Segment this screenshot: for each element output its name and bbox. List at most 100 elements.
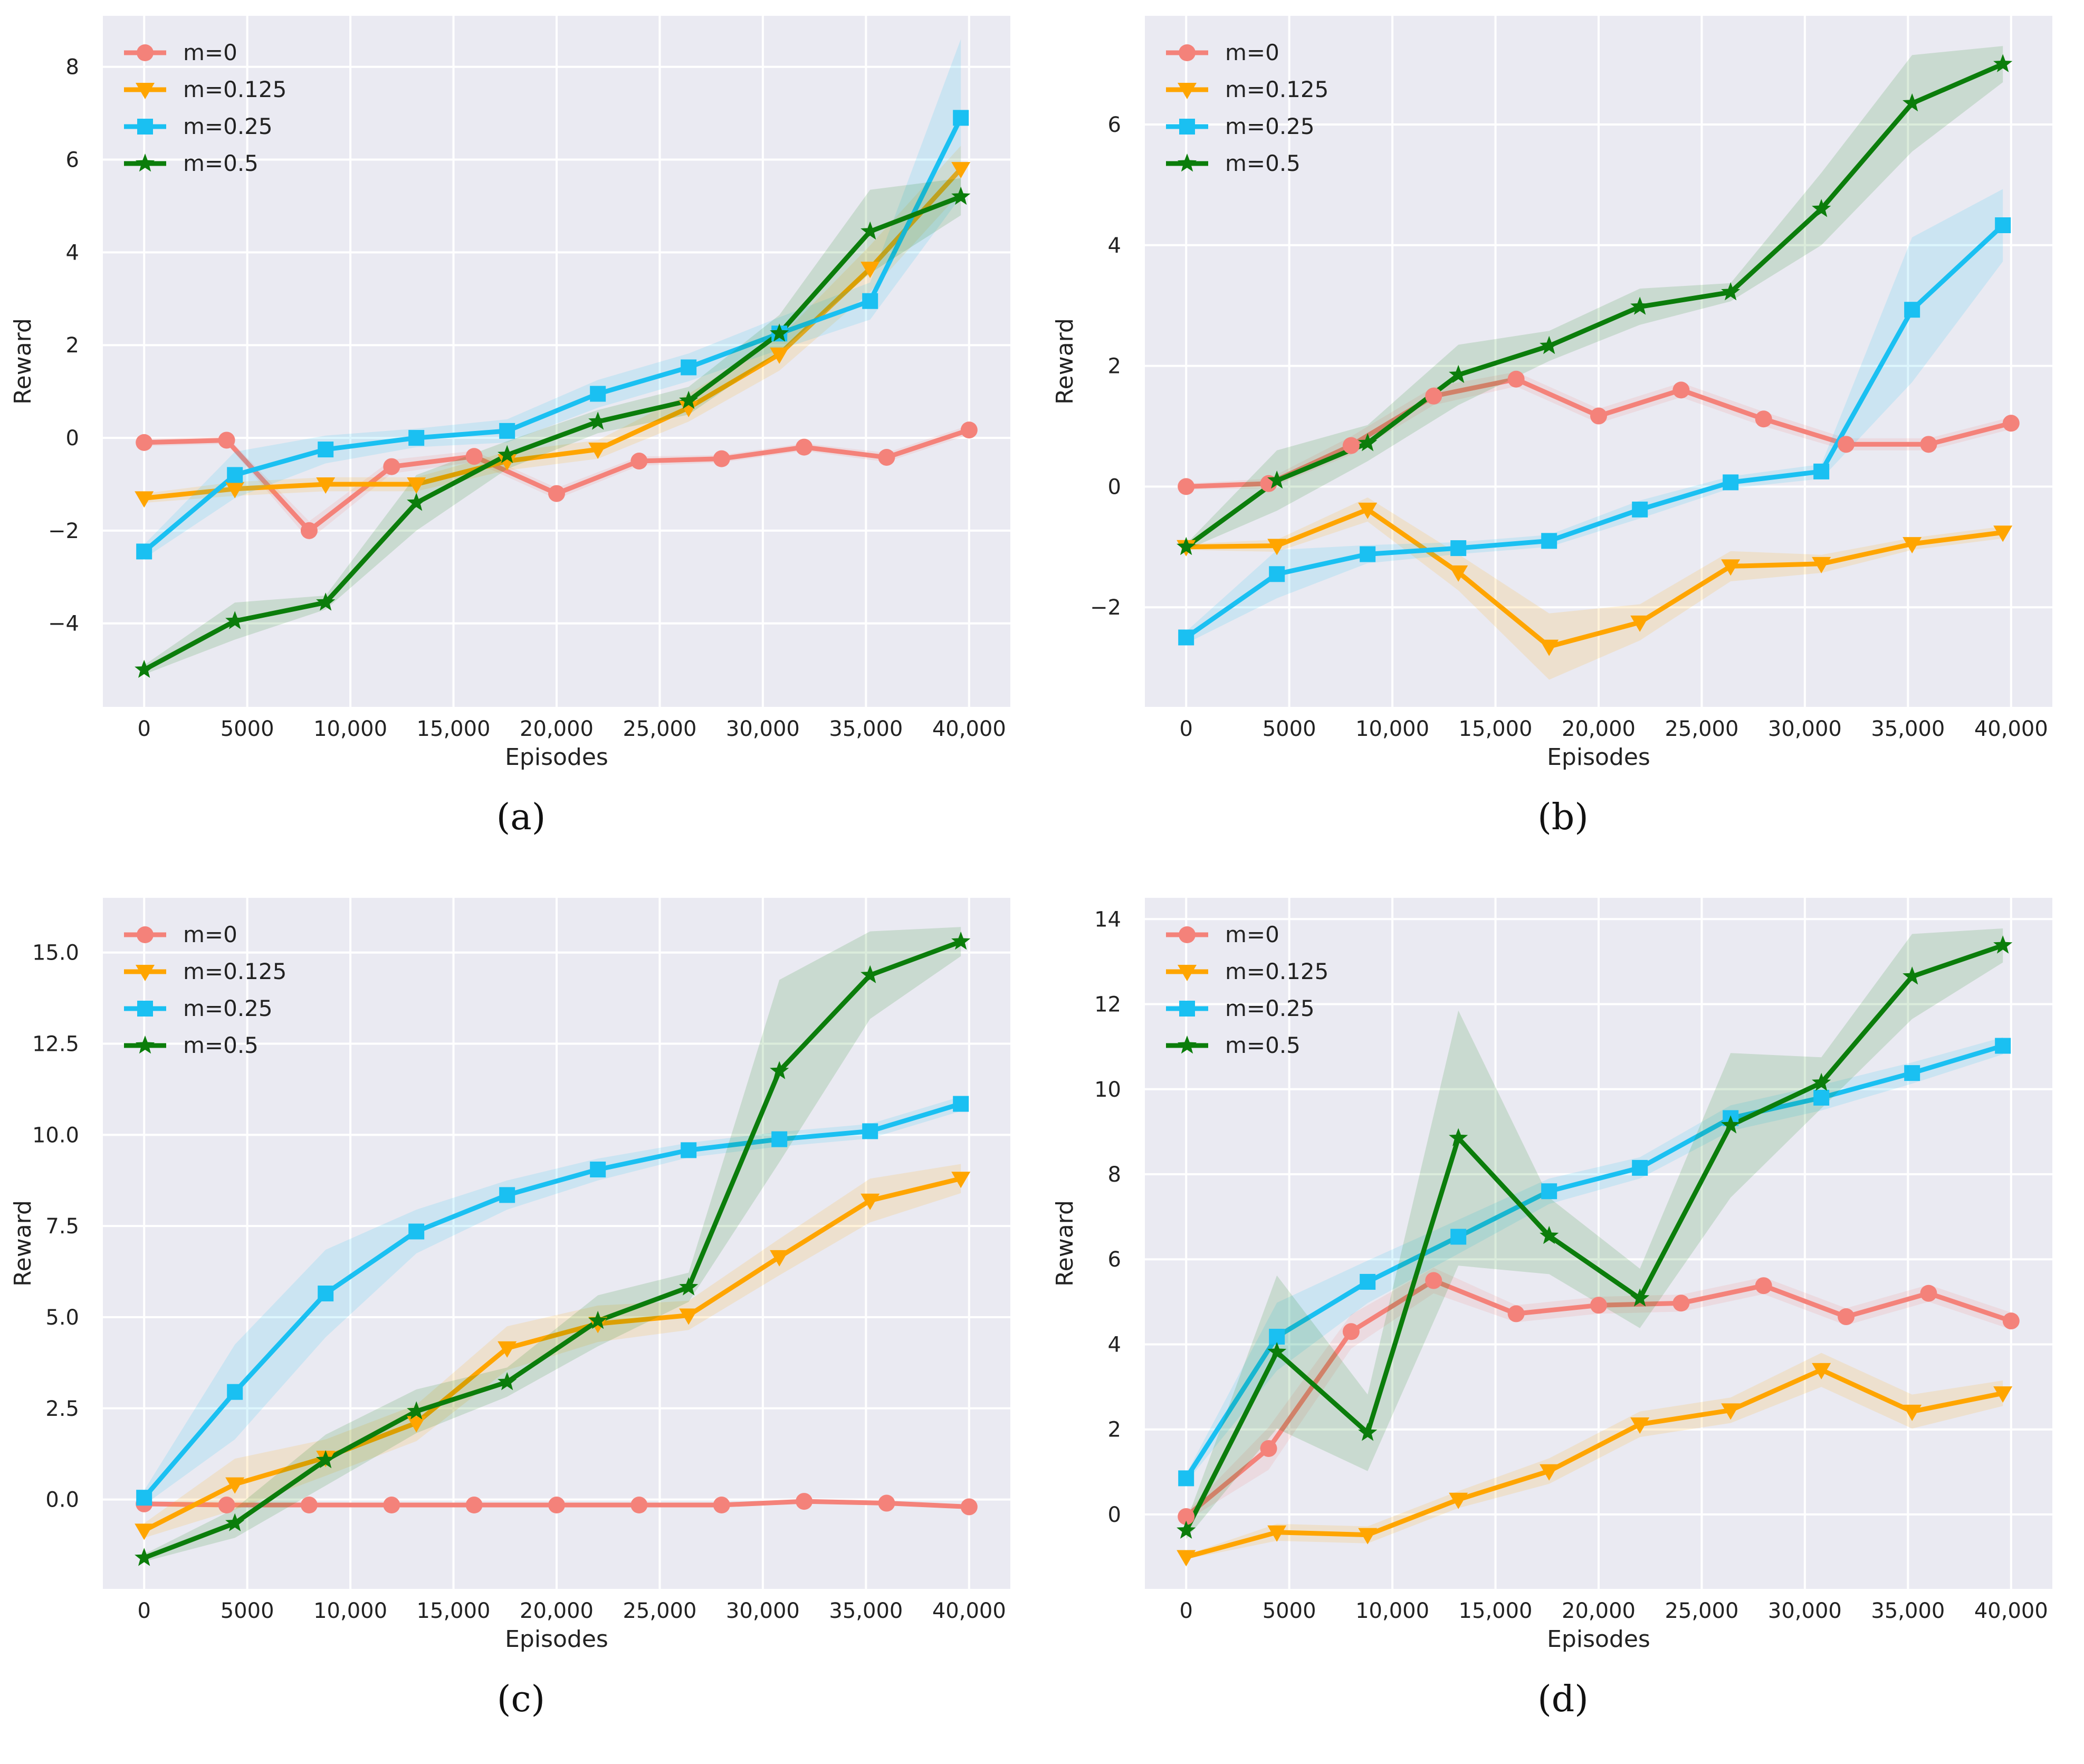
chart1-series-2-line bbox=[1184, 223, 2005, 640]
chart3-legend-label-3: m=0.5 bbox=[1225, 1032, 1301, 1058]
chart2-x-tick-label: 10,000 bbox=[313, 1599, 387, 1623]
chart3-legend-marker-0 bbox=[1179, 926, 1196, 943]
chart3-series-2-line bbox=[1184, 1043, 2004, 1480]
chart3-y-tick-label: 4 bbox=[1108, 1332, 1121, 1357]
chart3-series-0-point bbox=[1342, 1323, 1360, 1340]
chart0-series-0-point bbox=[218, 432, 235, 449]
chart3-series-3-point bbox=[1540, 1225, 1559, 1244]
chart1-legend-marker-2 bbox=[1179, 119, 1195, 135]
chart3-series-1-band bbox=[1186, 1353, 2003, 1559]
chart1-series-2-point bbox=[1632, 501, 1648, 517]
chart0-y-tick-label: −2 bbox=[48, 519, 79, 543]
chart2-legend-label-1: m=0.125 bbox=[183, 958, 286, 984]
chart2-x-tick-label: 35,000 bbox=[829, 1599, 903, 1623]
chart3-x-tick-label: 0 bbox=[1179, 1599, 1192, 1623]
chart2-series-3-point bbox=[861, 965, 880, 983]
chart2-y-tick-label: 10.0 bbox=[32, 1123, 79, 1147]
chart1-series-3-point bbox=[1812, 199, 1831, 217]
chart2-y-tick-label: 5.0 bbox=[45, 1306, 79, 1330]
chart1-series-2-point bbox=[1360, 546, 1376, 562]
chart1-series-3-point bbox=[1358, 433, 1378, 452]
chart3-series-2-point bbox=[1632, 1159, 1648, 1176]
chart2-series-1-point bbox=[679, 1308, 699, 1325]
chart1-y-tick-label: 4 bbox=[1108, 234, 1121, 258]
chart0-y-axis-label: Reward bbox=[9, 318, 36, 405]
chart3-series-1-point bbox=[1903, 1404, 1922, 1421]
chart0-series-1-point bbox=[407, 477, 426, 494]
chart0-x-tick-label: 10,000 bbox=[313, 717, 387, 741]
chart1-series-1-point bbox=[1630, 615, 1650, 632]
chart0-series-1-point bbox=[951, 162, 971, 179]
chart3-series-3-band bbox=[1186, 928, 2003, 1539]
chart0-x-tick-label: 5000 bbox=[221, 717, 274, 741]
chart1-series-0-point bbox=[1672, 381, 1690, 399]
chart0-series-0-point bbox=[630, 453, 648, 470]
chart2-y-tick-label: 15.0 bbox=[32, 941, 79, 965]
chart3-series-2-point bbox=[1269, 1328, 1285, 1345]
chart3-series-0-point bbox=[1507, 1305, 1525, 1322]
chart2-legend-label-3: m=0.5 bbox=[183, 1032, 259, 1058]
chart3-y-tick-label: 2 bbox=[1108, 1418, 1121, 1442]
chart0-x-tick-label: 20,000 bbox=[520, 717, 594, 741]
chart2-series-0-point bbox=[548, 1497, 565, 1514]
chart0-series-2-point bbox=[499, 423, 515, 439]
chart1-x-tick-label: 20,000 bbox=[1562, 717, 1636, 741]
chart0-legend-label-2: m=0.25 bbox=[183, 113, 273, 139]
chart-panel-c: 0 5000 10,000 15,000 20,000 25,000 30,000 35,00… bbox=[0, 882, 1042, 1764]
chart2-series-0-point bbox=[465, 1497, 483, 1514]
chart0-series-2-point bbox=[227, 467, 243, 483]
chart1-x-tick-label: 0 bbox=[1179, 717, 1192, 741]
chart2-x-tick-label: 25,000 bbox=[623, 1599, 696, 1623]
chart2-series-1-point bbox=[135, 1523, 154, 1540]
chart2-series-1-point bbox=[407, 1416, 426, 1433]
chart0-series-2-point bbox=[136, 543, 152, 560]
chart3-series-3-point bbox=[1177, 1520, 1196, 1539]
chart0-series-2-point bbox=[318, 442, 334, 458]
chart3-series-2-point bbox=[1813, 1089, 1830, 1106]
chart3-series-3-point bbox=[1358, 1423, 1378, 1441]
chart3-x-tick-label: 30,000 bbox=[1768, 1599, 1842, 1623]
chart2-series-3-point bbox=[679, 1277, 699, 1296]
chart2-series-3-point bbox=[135, 1548, 154, 1566]
chart3-x-tick-label: 25,000 bbox=[1665, 1599, 1738, 1623]
chart2-series-2-point bbox=[590, 1162, 606, 1178]
chart0-series-3-point bbox=[407, 493, 426, 511]
chart3-legend-marker-1 bbox=[1178, 965, 1197, 981]
chart3-x-axis-label: Episodes bbox=[1547, 1626, 1650, 1653]
chart0-series-1-line bbox=[144, 167, 963, 501]
chart1-series-0-point bbox=[1178, 478, 1195, 495]
chart0-series-3-point bbox=[679, 390, 699, 409]
chart3-series-0-point bbox=[1260, 1440, 1277, 1457]
chart2-legend-marker-2 bbox=[137, 1001, 153, 1017]
chart0-series-1-band bbox=[144, 146, 961, 503]
chart2-y-tick-label: 2.5 bbox=[45, 1397, 79, 1421]
chart0-series-1-point bbox=[770, 347, 789, 364]
chart3-series-3-point bbox=[1903, 966, 1922, 985]
chart3-series-group bbox=[1177, 928, 2020, 1567]
chart0-x-tick-label: 40,000 bbox=[932, 717, 1006, 741]
chart0-series-2-point bbox=[681, 359, 697, 376]
chart0-series-1-point bbox=[861, 262, 880, 279]
chart2-series-3-point bbox=[225, 1513, 245, 1531]
chart3-legend-marker-2 bbox=[1179, 1001, 1195, 1017]
chart2-y-tick-label: 7.5 bbox=[45, 1214, 79, 1239]
chart0-series-1-point bbox=[225, 482, 245, 498]
chart3-series-1-point bbox=[1449, 1492, 1468, 1509]
chart3-legend-label-0: m=0 bbox=[1225, 922, 1279, 947]
chart1-series-0-point bbox=[1425, 387, 1442, 405]
chart2-series-1-point bbox=[951, 1172, 971, 1188]
chart1-x-tick-label: 5000 bbox=[1263, 717, 1316, 741]
chart1-legend-label-3: m=0.5 bbox=[1225, 150, 1301, 176]
chart2-x-tick-label: 20,000 bbox=[520, 1599, 594, 1623]
chart0-legend-marker-2 bbox=[137, 119, 153, 135]
chart3-y-tick-label: 8 bbox=[1108, 1163, 1121, 1187]
chart0-series-0-point bbox=[960, 421, 978, 439]
chart2-legend-label-0: m=0 bbox=[183, 922, 237, 947]
chart3-y-axis-label: Reward bbox=[1051, 1200, 1078, 1287]
chart3-x-tick-label: 15,000 bbox=[1459, 1599, 1533, 1623]
chart3-x-tick-label: 35,000 bbox=[1871, 1599, 1945, 1623]
chart2-series-1-point bbox=[498, 1341, 517, 1358]
chart1-series-1-band bbox=[1186, 497, 2003, 680]
chart1-legend-label-0: m=0 bbox=[1225, 40, 1279, 65]
chart2-series-1-point bbox=[861, 1193, 880, 1210]
